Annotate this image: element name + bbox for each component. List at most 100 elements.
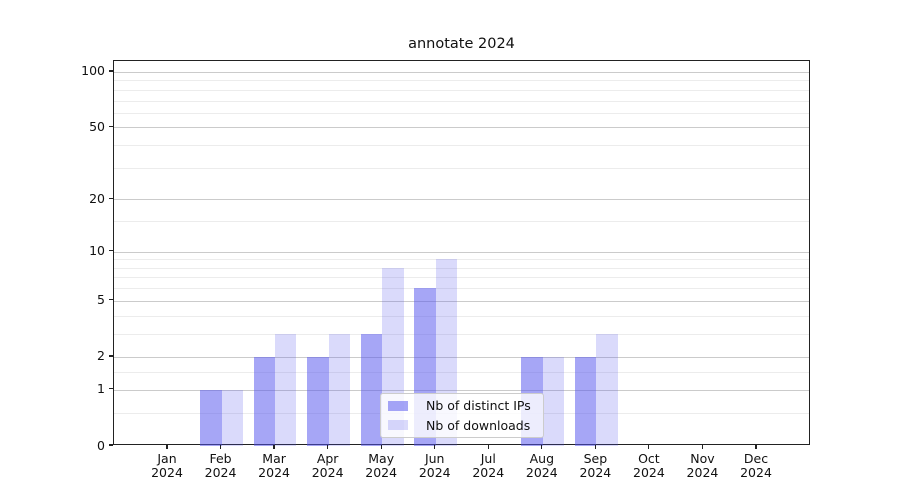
x-tick-year: 2024 xyxy=(525,465,558,480)
y-tick-label: 5 xyxy=(97,292,105,308)
x-tick-mark xyxy=(219,445,222,449)
plot-canvas xyxy=(114,61,809,446)
legend-row: Nb of distinct IPs xyxy=(387,396,537,416)
y-tick-mark xyxy=(109,444,113,446)
x-tick-month: May xyxy=(368,451,395,466)
minor-gridline xyxy=(114,277,809,279)
y-tick-label: 1 xyxy=(97,381,105,397)
y-tick-label: 2 xyxy=(97,348,105,364)
bar-nb-of-downloads-sep xyxy=(596,333,618,446)
x-tick-label: Apr 2024 xyxy=(293,452,363,480)
x-tick-mark xyxy=(594,445,596,449)
x-tick-label: Jun 2024 xyxy=(400,452,470,480)
x-tick-year: 2024 xyxy=(579,465,612,480)
x-tick-month: Oct xyxy=(638,451,660,466)
minor-gridline xyxy=(114,333,809,335)
x-tick-label: Jan 2024 xyxy=(132,452,202,480)
minor-gridline xyxy=(114,315,809,317)
legend: Nb of distinct IPs Nb of downloads xyxy=(380,393,544,438)
x-tick-mark xyxy=(755,445,757,449)
x-tick-mark xyxy=(166,445,168,449)
y-tick-mark xyxy=(109,388,113,390)
x-tick-label: Mar 2024 xyxy=(239,452,309,480)
y-tick-label: 100 xyxy=(81,63,105,79)
minor-gridline xyxy=(114,371,809,373)
minor-gridline xyxy=(114,259,809,261)
x-tick-mark xyxy=(327,445,329,449)
bar-nb-of-distinct-ips-feb xyxy=(200,389,222,446)
x-tick-label: May 2024 xyxy=(346,452,416,480)
bar-nb-of-distinct-ips-mar xyxy=(253,356,276,446)
major-gridline xyxy=(114,300,809,302)
x-tick-month: Jan xyxy=(157,451,177,466)
chart-title: annotate 2024 xyxy=(408,36,515,52)
bar-nb-of-distinct-ips-may xyxy=(360,333,383,446)
legend-label-nb-of-distinct-ips: Nb of distinct IPs xyxy=(426,398,531,414)
x-tick-month: Jul xyxy=(480,451,496,466)
x-tick-mark xyxy=(380,445,382,449)
y-tick-label: 10 xyxy=(89,243,105,259)
x-tick-month: Mar xyxy=(262,451,286,466)
legend-swatch-nb-of-downloads xyxy=(388,420,408,431)
x-tick-year: 2024 xyxy=(633,465,665,480)
major-gridline xyxy=(114,71,809,73)
x-tick-year: 2024 xyxy=(686,465,719,480)
y-tick-mark xyxy=(109,125,113,127)
minor-gridline xyxy=(114,112,809,114)
bar-nb-of-downloads-aug xyxy=(542,356,565,446)
major-gridline xyxy=(114,389,809,391)
x-tick-year: 2024 xyxy=(258,465,290,480)
y-tick-label: 50 xyxy=(89,118,105,134)
x-tick-label: Sep 2024 xyxy=(560,452,630,480)
minor-gridline xyxy=(114,89,809,91)
x-tick-year: 2024 xyxy=(418,465,451,480)
x-tick-label: Jul 2024 xyxy=(453,452,523,480)
y-tick-mark xyxy=(109,250,113,252)
minor-gridline xyxy=(114,267,809,269)
x-tick-year: 2024 xyxy=(472,465,505,480)
legend-row: Nb of downloads xyxy=(387,416,537,436)
x-tick-mark xyxy=(648,445,650,449)
x-tick-label: Feb 2024 xyxy=(186,452,256,480)
x-tick-year: 2024 xyxy=(365,465,398,480)
y-tick-label: 0 xyxy=(97,437,105,453)
x-tick-label: Nov 2024 xyxy=(667,452,737,480)
minor-gridline xyxy=(114,167,809,169)
x-tick-year: 2024 xyxy=(204,465,237,480)
minor-gridline xyxy=(114,145,809,147)
x-tick-mark xyxy=(273,445,275,449)
bar-nb-of-downloads-mar xyxy=(275,333,297,446)
bar-nb-of-distinct-ips-apr xyxy=(307,356,329,446)
x-tick-mark xyxy=(541,445,543,449)
bar-nb-of-downloads-apr xyxy=(328,333,351,446)
plot-area: Nb of distinct IPs Nb of downloads xyxy=(113,60,810,446)
major-gridline xyxy=(114,199,809,201)
y-tick-mark xyxy=(109,299,113,301)
minor-gridline xyxy=(114,288,809,290)
y-tick-label: 20 xyxy=(89,190,105,206)
x-tick-label: Oct 2024 xyxy=(614,452,684,480)
bar-nb-of-distinct-ips-sep xyxy=(574,356,597,446)
x-tick-month: Dec xyxy=(743,451,769,466)
x-tick-month: Nov xyxy=(690,451,715,466)
x-tick-month: Apr xyxy=(316,451,339,466)
x-tick-year: 2024 xyxy=(151,465,183,480)
major-gridline xyxy=(114,127,809,129)
minor-gridline xyxy=(114,221,809,223)
y-tick-mark xyxy=(109,70,113,72)
minor-gridline xyxy=(114,80,809,82)
x-tick-month: Sep xyxy=(583,451,608,466)
major-gridline xyxy=(114,251,809,253)
x-tick-year: 2024 xyxy=(740,465,772,480)
y-tick-mark xyxy=(109,355,113,357)
x-tick-month: Feb xyxy=(209,451,232,466)
x-tick-year: 2024 xyxy=(311,465,344,480)
y-tick-mark xyxy=(109,197,113,199)
legend-label-nb-of-downloads: Nb of downloads xyxy=(426,417,531,433)
x-tick-mark xyxy=(701,445,704,449)
bar-nb-of-downloads-feb xyxy=(221,389,243,446)
x-tick-label: Aug 2024 xyxy=(507,452,577,480)
x-tick-mark xyxy=(434,445,436,449)
x-tick-month: Aug xyxy=(529,451,555,466)
